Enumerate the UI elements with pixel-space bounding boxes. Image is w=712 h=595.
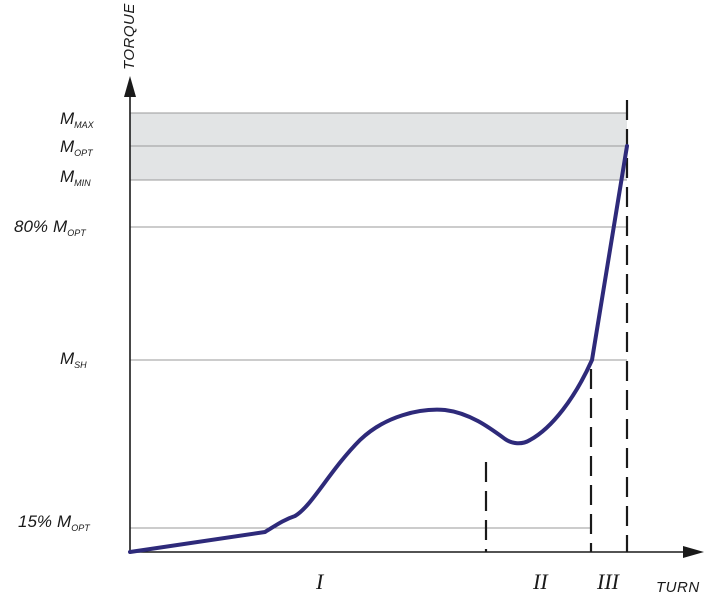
level-label-m-opt: MOPT (60, 137, 94, 158)
y-axis-arrowhead (124, 76, 136, 97)
level-label-m-sh: MSH (60, 349, 87, 370)
level-label-15-percent-opt: 15% MOPT (18, 512, 91, 533)
level-label-m-min: MMIN (60, 167, 91, 188)
axes (124, 76, 704, 558)
reference-lines (130, 112, 627, 529)
y-axis-title: TORQUE (121, 3, 138, 70)
zone-label-1: I (315, 569, 325, 594)
zone-label-3: III (596, 569, 621, 594)
level-label-m-max: MMAX (60, 109, 95, 130)
zone-label-2: II (532, 569, 549, 594)
x-axis-title: TURN (656, 579, 700, 595)
zone-boundaries (484, 100, 629, 552)
level-label-80-percent-opt: 80% MOPT (14, 217, 87, 238)
torque-curve (128, 144, 629, 554)
x-axis-arrowhead (683, 546, 704, 558)
